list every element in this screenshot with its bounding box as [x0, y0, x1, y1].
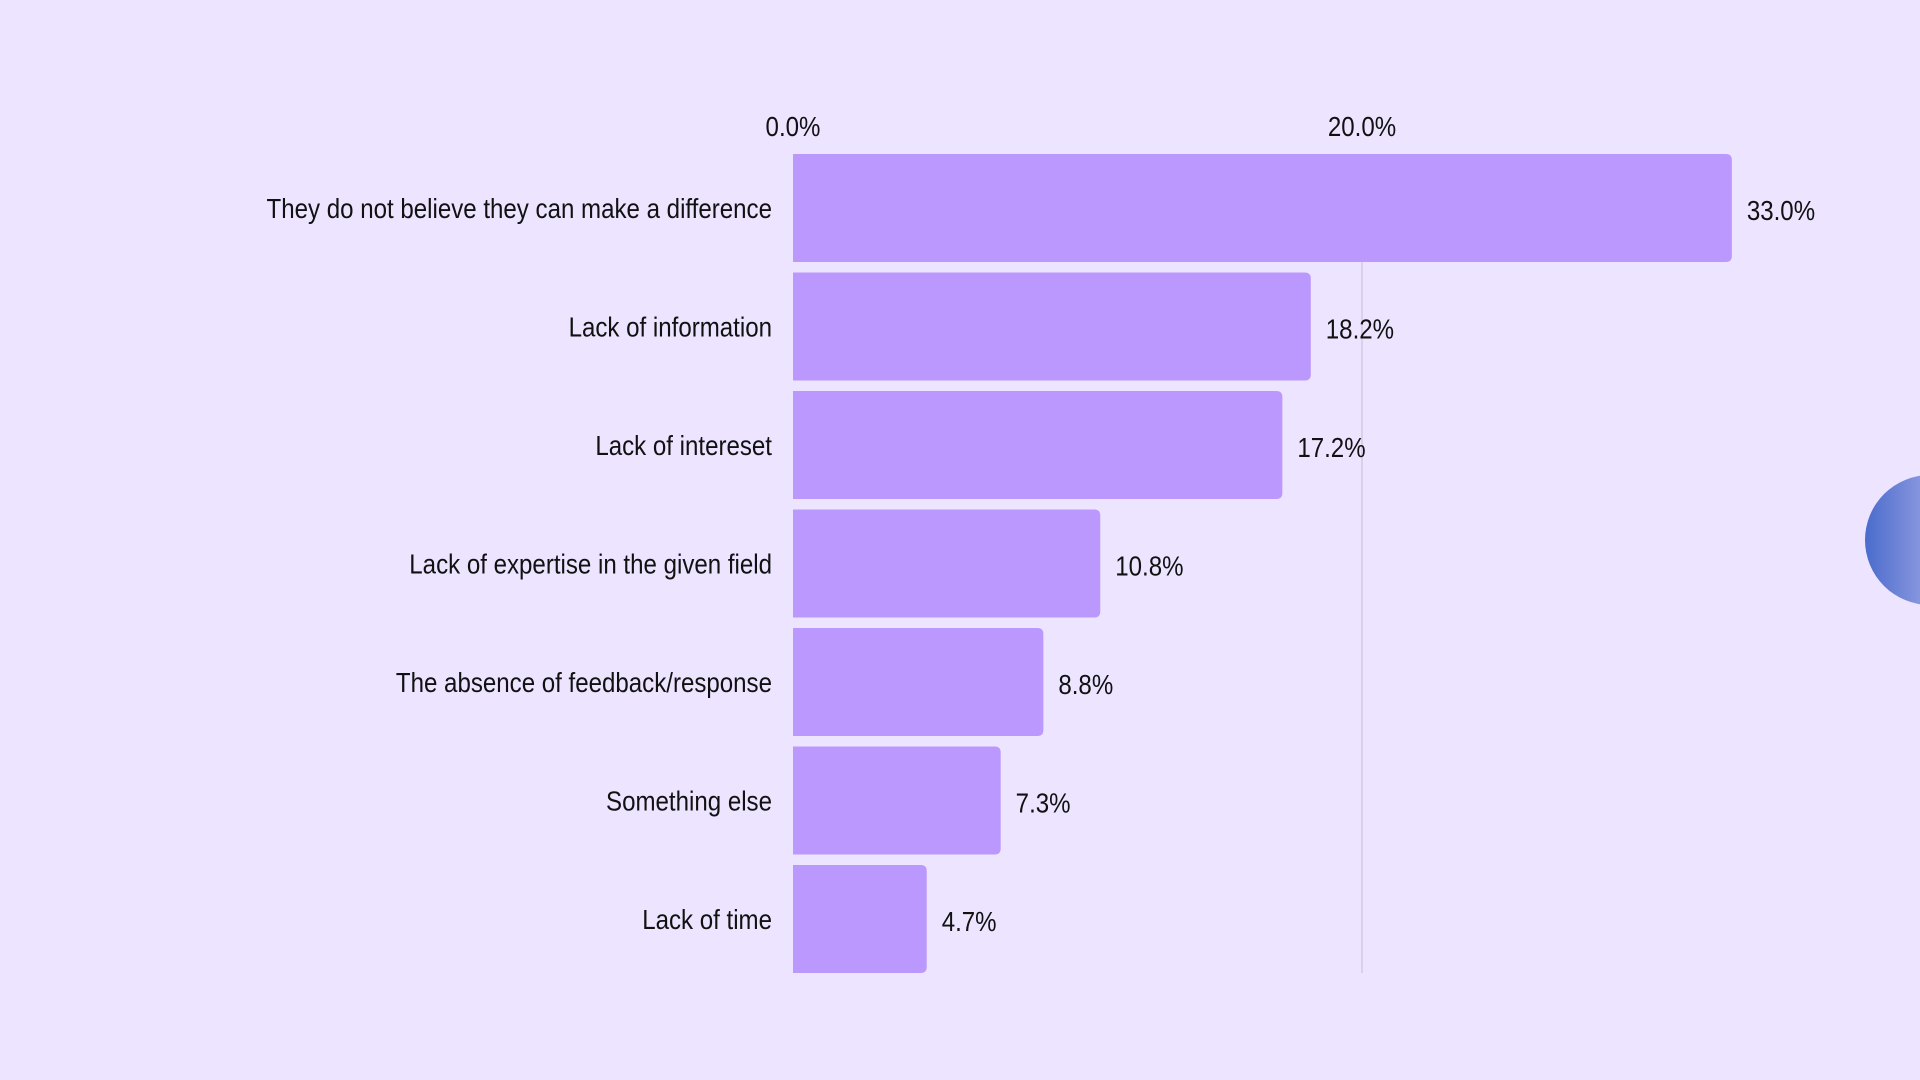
category-label: The absence of feedback/response — [396, 666, 772, 698]
category-label: Something else — [606, 785, 772, 817]
category-label: Lack of intereset — [595, 429, 772, 461]
value-label: 33.0% — [1747, 194, 1815, 226]
value-label: 4.7% — [942, 905, 997, 937]
x-tick-label: 20.0% — [1328, 110, 1396, 142]
bar — [793, 628, 1044, 736]
value-label: 8.8% — [1058, 668, 1113, 700]
value-label: 10.8% — [1115, 550, 1183, 582]
bar — [793, 865, 927, 973]
category-label: They do not believe they can make a diff… — [267, 192, 772, 224]
category-label: Lack of expertise in the given field — [409, 548, 772, 580]
category-label: Lack of time — [642, 903, 772, 935]
bar — [793, 746, 1001, 855]
decorative-circle — [1865, 475, 1920, 605]
category-label: Lack of information — [569, 311, 772, 343]
bar — [793, 272, 1311, 381]
value-label: 7.3% — [1016, 787, 1071, 819]
bar — [793, 154, 1732, 262]
bar — [793, 391, 1283, 499]
value-label: 18.2% — [1326, 313, 1394, 345]
x-tick-label: 0.0% — [766, 110, 821, 142]
bar — [793, 509, 1101, 618]
value-label: 17.2% — [1297, 431, 1365, 463]
